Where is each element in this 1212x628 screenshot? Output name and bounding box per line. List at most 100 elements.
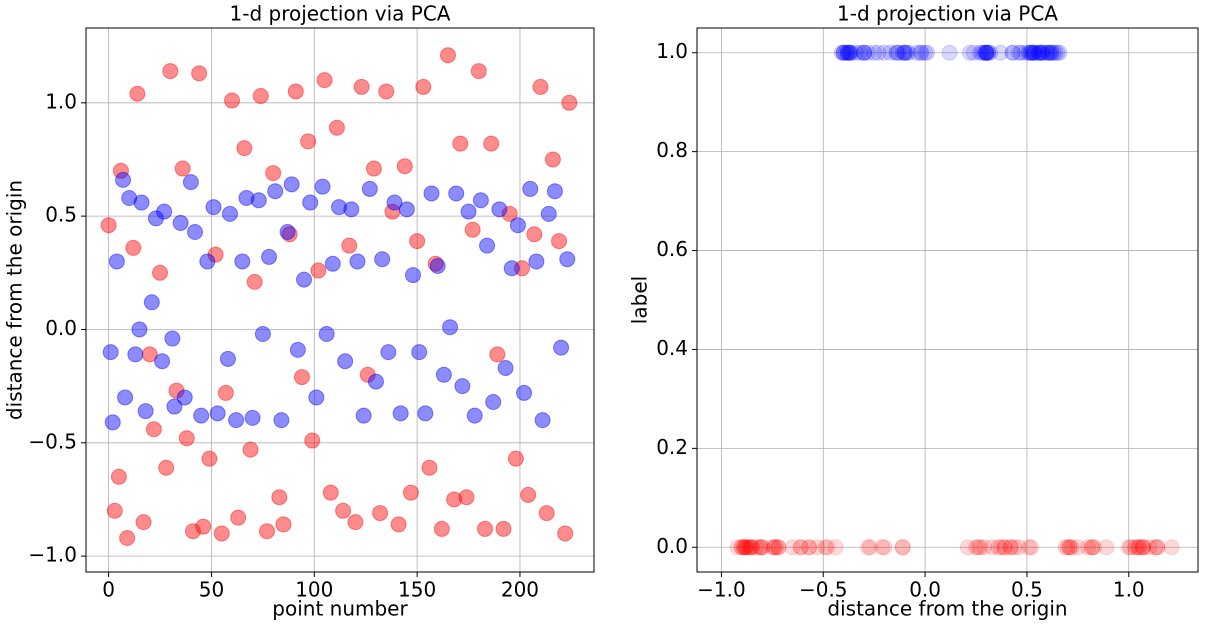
point: [491, 201, 508, 218]
point: [741, 539, 758, 556]
point: [104, 414, 121, 431]
point: [982, 44, 999, 61]
point: [1086, 539, 1103, 556]
point: [433, 520, 450, 537]
point: [980, 44, 997, 61]
point: [752, 539, 769, 556]
point: [191, 65, 208, 82]
y-tick-label: −0.5: [28, 429, 77, 453]
point: [1031, 44, 1048, 61]
point: [337, 353, 354, 370]
point: [1035, 44, 1052, 61]
point: [1023, 44, 1039, 61]
point: [174, 160, 191, 177]
point: [279, 224, 296, 240]
point: [131, 321, 148, 338]
point: [472, 192, 489, 209]
point: [1012, 44, 1029, 61]
point: [427, 255, 444, 272]
y-tick-label: 0.0: [656, 534, 688, 558]
point: [959, 539, 976, 556]
point: [466, 407, 483, 424]
point: [509, 217, 526, 234]
x-tick-label: 0.5: [1011, 578, 1043, 602]
point: [1041, 44, 1058, 61]
point: [841, 44, 858, 61]
point: [483, 135, 500, 152]
point: [862, 539, 879, 556]
plot-frame: [85, 27, 595, 573]
point: [1049, 44, 1066, 61]
x-tick-label: −0.5: [799, 578, 848, 602]
point: [1025, 44, 1042, 61]
point: [501, 205, 518, 222]
point: [737, 539, 754, 556]
point: [318, 326, 335, 342]
point: [544, 151, 561, 168]
point: [1020, 44, 1037, 61]
point: [310, 262, 327, 279]
point: [729, 539, 746, 556]
point: [250, 192, 267, 209]
point: [409, 233, 426, 250]
point: [355, 407, 372, 424]
point: [1002, 539, 1019, 556]
point: [147, 210, 164, 227]
point: [1147, 539, 1164, 556]
point: [532, 78, 549, 95]
point: [1033, 44, 1050, 61]
point: [894, 539, 911, 556]
point: [835, 44, 852, 61]
point: [195, 518, 212, 535]
point: [228, 412, 245, 429]
point: [1041, 44, 1058, 61]
point: [896, 44, 913, 61]
point: [330, 199, 347, 216]
point: [972, 44, 989, 61]
y-tick-label: 0.2: [656, 435, 688, 459]
point: [741, 539, 758, 556]
point: [1004, 44, 1021, 61]
point: [261, 248, 278, 265]
point: [182, 174, 199, 191]
point: [976, 539, 993, 556]
point: [209, 405, 226, 422]
point: [435, 366, 452, 383]
point: [1027, 44, 1044, 61]
point: [1031, 44, 1048, 61]
point: [1163, 539, 1180, 556]
point: [374, 251, 391, 268]
point: [894, 44, 911, 61]
point: [234, 253, 251, 270]
point: [841, 44, 858, 61]
point: [1039, 44, 1056, 61]
point: [990, 539, 1007, 556]
point: [784, 539, 801, 556]
y-tick-label: 1.0: [45, 89, 77, 113]
point: [894, 539, 911, 556]
point: [965, 44, 982, 61]
point: [1031, 44, 1048, 61]
point: [507, 450, 524, 467]
point: [888, 44, 905, 61]
x-axis-label: distance from the origin: [827, 597, 1067, 621]
point: [238, 190, 255, 206]
point: [992, 539, 1009, 556]
point: [839, 44, 856, 61]
point: [978, 44, 995, 61]
point: [110, 468, 127, 485]
plot-frame: [696, 27, 1199, 573]
point: [166, 398, 183, 415]
point: [390, 516, 407, 533]
point: [119, 530, 136, 546]
point: [984, 539, 1001, 556]
point: [464, 221, 481, 238]
point: [154, 353, 171, 370]
point: [405, 267, 422, 284]
point: [324, 255, 341, 272]
point: [792, 539, 809, 556]
point: [289, 341, 306, 358]
point: [941, 44, 958, 61]
point: [267, 183, 284, 200]
point: [739, 539, 756, 556]
